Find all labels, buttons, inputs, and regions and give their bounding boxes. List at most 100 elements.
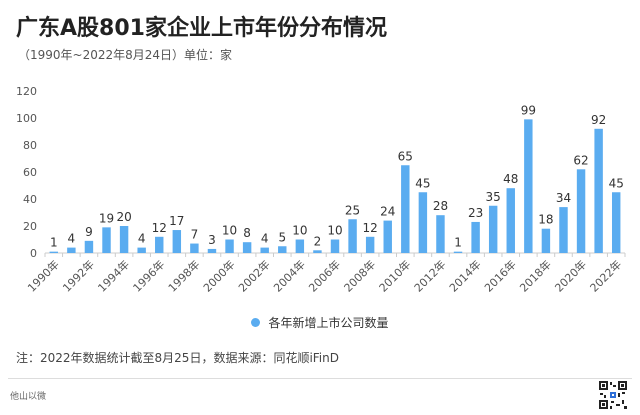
legend-label: 各年新增上市公司数量 [268, 316, 389, 330]
x-tick-label: 2022年 [587, 257, 624, 294]
x-tick-label: 2016年 [481, 257, 518, 294]
footnote: 注：2022年数据统计截至8月25日，数据来源：同花顺iFinD [16, 351, 339, 365]
x-tick-label: 2014年 [446, 257, 483, 294]
data-label: 4 [138, 232, 146, 246]
chart-title: 广东A股801家企业上市年份分布情况 [16, 16, 387, 41]
x-tick-label: 1998年 [165, 257, 202, 294]
x-tick-label: 1996年 [130, 257, 167, 294]
data-label: 35 [486, 190, 501, 204]
bar [190, 243, 199, 253]
data-label: 17 [169, 214, 184, 228]
x-tick-label: 2010年 [376, 257, 413, 294]
y-tick-label: 20 [23, 220, 37, 233]
data-label: 2 [314, 234, 322, 248]
data-label: 28 [433, 199, 448, 213]
data-label: 25 [345, 203, 360, 217]
footer-divider [8, 378, 632, 379]
bar [383, 220, 392, 253]
data-label: 34 [556, 191, 571, 205]
x-tick-label: 1992年 [60, 257, 97, 294]
bar [348, 219, 357, 253]
data-label: 20 [116, 210, 131, 224]
bar [559, 207, 568, 253]
bar [541, 228, 551, 253]
bar [506, 188, 515, 253]
bar [172, 230, 182, 253]
data-label: 45 [609, 176, 624, 190]
chart-subtitle: （1990年~2022年8月24日）单位：家 [18, 48, 233, 62]
x-tick-label: 1990年 [24, 257, 61, 294]
data-label: 1 [50, 236, 58, 250]
data-label: 4 [68, 232, 76, 246]
bar [119, 226, 129, 253]
x-tick-label: 2008年 [341, 257, 378, 294]
x-tick-label: 2006年 [306, 257, 343, 294]
data-label: 5 [278, 230, 286, 244]
data-label: 7 [191, 228, 199, 242]
bar [471, 221, 480, 253]
x-tick-label: 2018年 [517, 257, 554, 294]
data-label: 23 [468, 206, 483, 220]
bar [295, 239, 305, 253]
data-label: 92 [591, 113, 606, 127]
bar [576, 169, 586, 253]
bar [260, 247, 269, 253]
bar [330, 239, 340, 253]
bar [611, 192, 621, 253]
bar [102, 227, 111, 253]
bar [155, 236, 164, 253]
bar [436, 215, 445, 253]
bar [225, 239, 234, 253]
data-label: 65 [398, 149, 413, 163]
data-label: 45 [415, 176, 430, 190]
qr-code-icon [598, 380, 628, 410]
y-tick-label: 40 [23, 193, 37, 206]
bar [594, 128, 603, 253]
bar [418, 192, 428, 253]
y-tick-label: 120 [16, 85, 37, 98]
data-label: 12 [363, 221, 378, 235]
y-tick-label: 0 [30, 247, 37, 260]
data-label: 8 [243, 226, 251, 240]
data-label: 4 [261, 232, 269, 246]
data-label: 48 [503, 172, 518, 186]
data-label: 10 [222, 224, 237, 238]
data-label: 18 [538, 213, 553, 227]
bar [207, 248, 217, 253]
bar [401, 165, 410, 253]
x-tick-label: 1994年 [95, 257, 132, 294]
chart-legend: 各年新增上市公司数量 [0, 314, 640, 331]
brand-label: 他山以微 [10, 392, 47, 402]
y-tick-label: 80 [23, 139, 37, 152]
bar [49, 251, 59, 253]
bar [242, 242, 252, 253]
x-tick-label: 2012年 [411, 257, 448, 294]
data-label: 62 [573, 153, 588, 167]
data-label: 1 [454, 236, 462, 250]
data-label: 24 [380, 205, 395, 219]
bar [488, 205, 498, 253]
data-label: 3 [208, 233, 216, 247]
y-tick-label: 60 [23, 166, 37, 179]
bar [137, 247, 146, 253]
bar [84, 240, 94, 253]
data-label: 9 [85, 225, 93, 239]
bar [278, 246, 287, 253]
x-tick-label: 2004年 [270, 257, 307, 294]
x-tick-label: 2020年 [552, 257, 589, 294]
bar [313, 250, 322, 253]
data-label: 10 [327, 224, 342, 238]
x-tick-label: 2000年 [200, 257, 237, 294]
data-label: 12 [152, 221, 167, 235]
data-label: 99 [521, 103, 536, 117]
bar [524, 119, 533, 253]
x-tick-label: 2002年 [235, 257, 272, 294]
data-label: 19 [99, 211, 114, 225]
bar [365, 236, 375, 253]
bar [67, 247, 76, 253]
y-tick-label: 100 [16, 112, 37, 125]
legend-swatch [251, 318, 261, 327]
bar [453, 251, 463, 253]
data-label: 10 [292, 224, 307, 238]
